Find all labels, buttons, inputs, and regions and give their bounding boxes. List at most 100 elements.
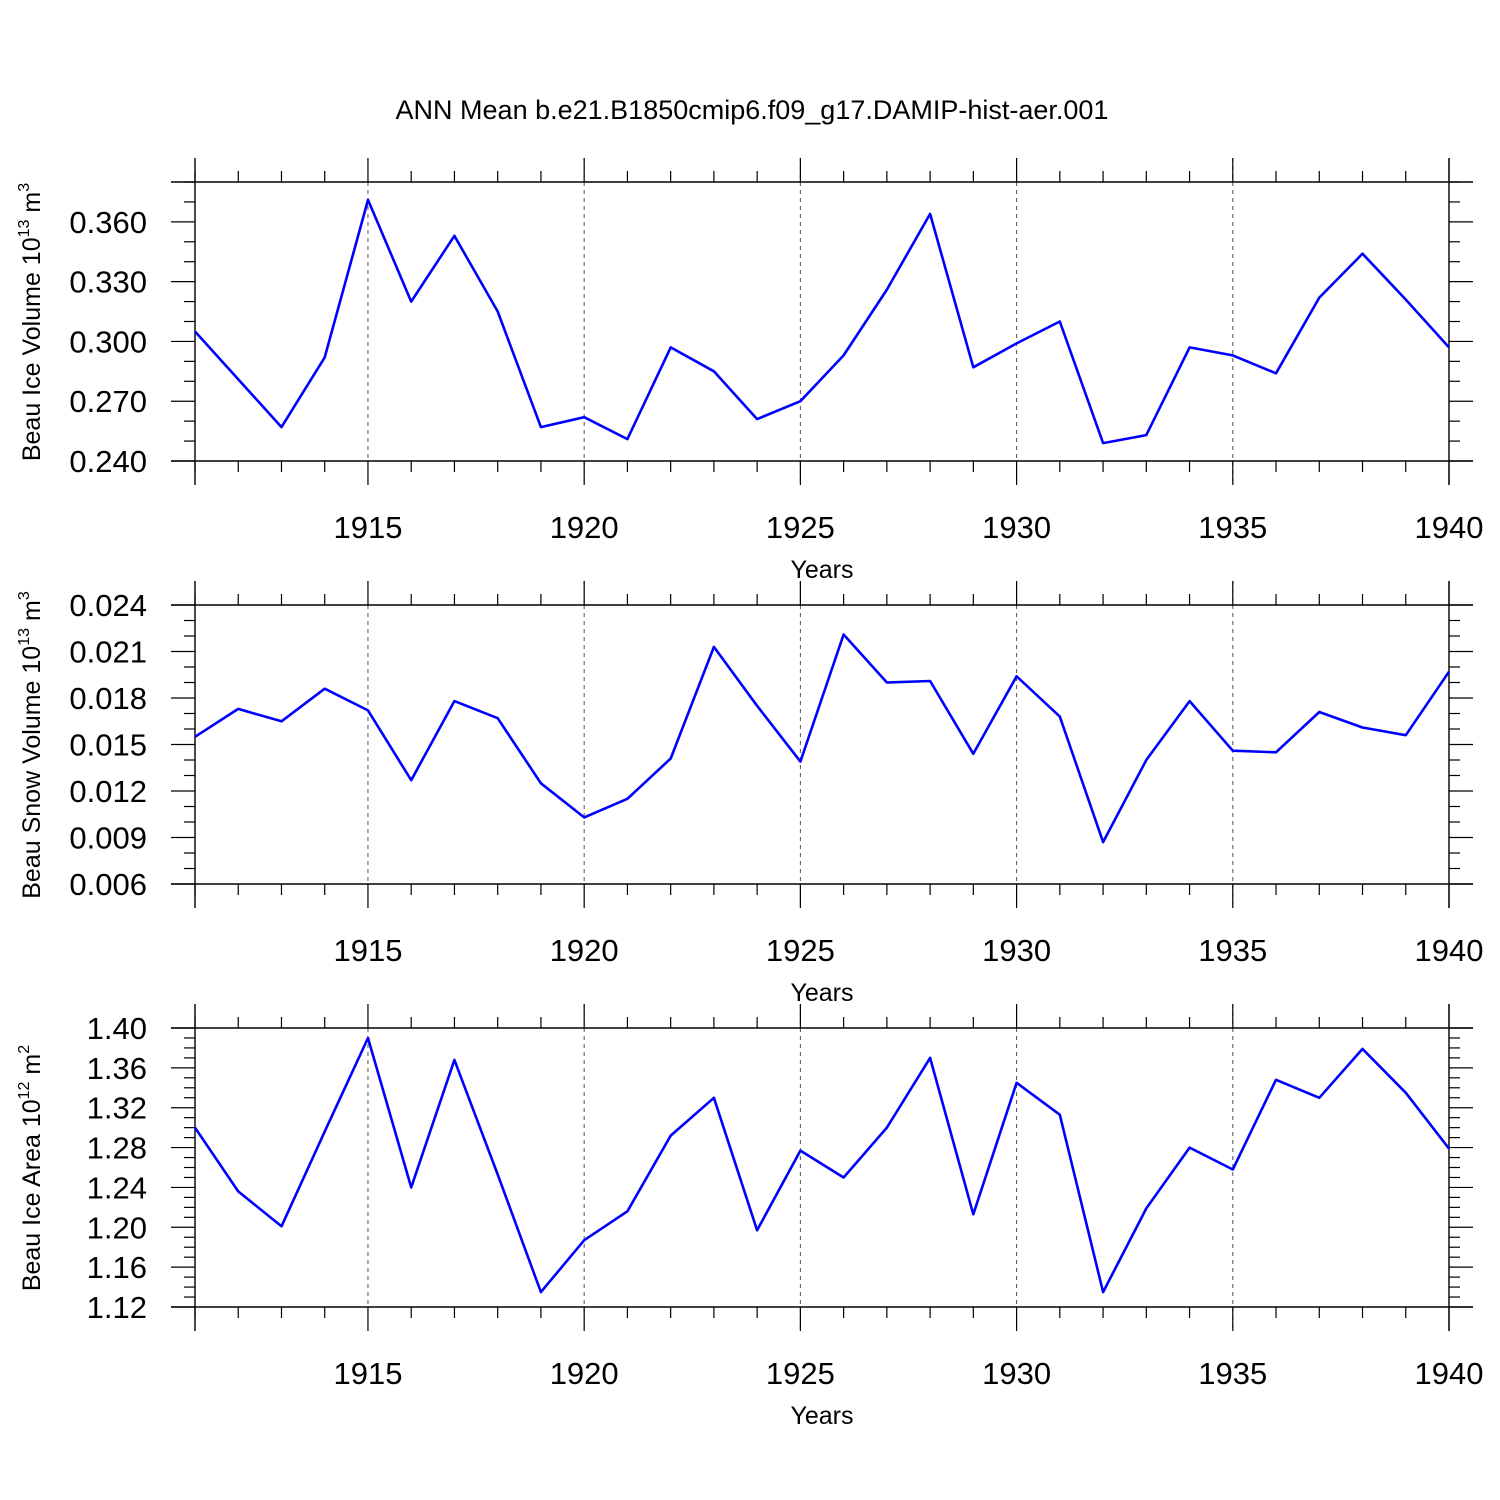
data-point — [495, 309, 501, 315]
data-point — [1187, 344, 1193, 350]
y-tick-label: 0.270 — [69, 384, 147, 419]
x-tick-label: 1930 — [982, 933, 1051, 968]
data-point — [581, 1237, 587, 1243]
data-point — [1230, 748, 1236, 754]
y-axis-title-text: Beau Ice Area 10 — [18, 1099, 46, 1291]
x-tick-label: 1935 — [1198, 1356, 1267, 1391]
data-point — [1316, 295, 1322, 301]
data-point — [668, 1133, 674, 1139]
y-axis-title-unit-exponent: 3 — [16, 183, 33, 192]
y-axis-title-text: Beau Snow Volume 10 — [18, 646, 46, 899]
data-point — [884, 680, 890, 686]
ice-area-panel: 1915 1920 1925 1930 1935 1940 1.12 1.16 1.20 1.24… — [16, 1004, 1483, 1430]
data-point — [1273, 749, 1279, 755]
x-axis-title: Years — [790, 979, 853, 1007]
data-point — [408, 1184, 414, 1190]
data-point — [668, 344, 674, 350]
y-tick-label: 1.16 — [87, 1250, 147, 1285]
data-point — [841, 631, 847, 637]
data-point — [538, 424, 544, 430]
data-point — [1403, 1090, 1409, 1096]
data-point — [235, 706, 241, 712]
data-point — [1143, 432, 1149, 438]
data-point — [495, 715, 501, 721]
data-point — [322, 1129, 328, 1135]
data-point — [754, 703, 760, 709]
data-point — [797, 759, 803, 765]
y-axis-title: Beau Ice Area 1012 m2 — [16, 1045, 46, 1291]
data-point — [970, 751, 976, 757]
data-point — [408, 777, 414, 783]
y-tick-label: 0.015 — [69, 728, 147, 763]
y-tick-label: 0.009 — [69, 821, 147, 856]
data-point — [754, 1227, 760, 1233]
y-axis-title-unit-exponent: 3 — [16, 591, 33, 600]
data-point — [1360, 724, 1366, 730]
data-point — [1057, 1112, 1063, 1118]
x-tick-label: 1940 — [1415, 933, 1484, 968]
data-point — [884, 287, 890, 293]
data-point — [495, 1171, 501, 1177]
data-point — [1057, 714, 1063, 720]
data-point — [322, 354, 328, 360]
x-tick-label: 1925 — [766, 933, 835, 968]
data-point — [1316, 1095, 1322, 1101]
series-line — [193, 1036, 1451, 1294]
data-point — [192, 1125, 198, 1131]
x-axis-title: Years — [790, 1402, 853, 1430]
data-point — [841, 352, 847, 358]
series-line — [194, 198, 1450, 445]
data-point — [1014, 1080, 1020, 1086]
x-tick-label: 1925 — [766, 1356, 835, 1391]
data-point — [797, 398, 803, 404]
data-point — [538, 1289, 544, 1295]
y-tick-label: 0.240 — [69, 444, 147, 479]
snow-volume-panel: 1915 1920 1925 1930 1935 1940 0.006 0.009 0.012 0… — [16, 581, 1483, 1007]
data-point — [278, 718, 284, 724]
y-tick-label: 1.20 — [87, 1210, 147, 1245]
ice-volume-panel: 1915 1920 1925 1930 1935 1940 0.240 0.270 0.300 0… — [16, 158, 1483, 584]
data-point — [841, 1174, 847, 1180]
y-axis-title-unit: m — [18, 600, 46, 621]
data-point — [235, 376, 241, 382]
data-point — [408, 299, 414, 305]
data-point — [1014, 673, 1020, 679]
data-point — [1403, 732, 1409, 738]
y-tick-label: 1.24 — [87, 1170, 147, 1205]
data-point — [1446, 344, 1452, 350]
figure-title: ANN Mean b.e21.B1850cmip6.f09_g17.DAMIP-… — [396, 95, 1109, 125]
data-point — [451, 1057, 457, 1063]
x-tick-label: 1940 — [1415, 510, 1484, 545]
x-tick-label: 1925 — [766, 510, 835, 545]
data-point — [970, 1211, 976, 1217]
data-point — [624, 1208, 630, 1214]
data-point — [927, 211, 933, 217]
data-point — [538, 780, 544, 786]
y-tick-label: 1.32 — [87, 1091, 147, 1126]
data-point — [1446, 1146, 1452, 1152]
data-point — [884, 1125, 890, 1131]
x-tick-label: 1915 — [333, 510, 402, 545]
x-tick-label: 1935 — [1198, 933, 1267, 968]
data-point — [1187, 698, 1193, 704]
data-point — [365, 197, 371, 203]
data-point — [927, 678, 933, 684]
data-point — [1187, 1145, 1193, 1151]
data-point — [624, 436, 630, 442]
y-tick-label: 1.36 — [87, 1051, 147, 1086]
data-point — [1057, 319, 1063, 325]
x-tick-label: 1935 — [1198, 510, 1267, 545]
data-point — [970, 364, 976, 370]
y-axis-title: Beau Snow Volume 1013 m3 — [16, 591, 46, 899]
y-axis-title-exponent: 13 — [16, 628, 33, 646]
data-point — [278, 424, 284, 430]
y-axis-title-unit: m — [18, 1054, 46, 1075]
x-tick-label: 1920 — [550, 933, 619, 968]
y-tick-label: 0.300 — [69, 324, 147, 359]
data-point — [365, 707, 371, 713]
y-tick-label: 0.018 — [69, 681, 147, 716]
data-point — [797, 1148, 803, 1154]
data-point — [1360, 251, 1366, 257]
